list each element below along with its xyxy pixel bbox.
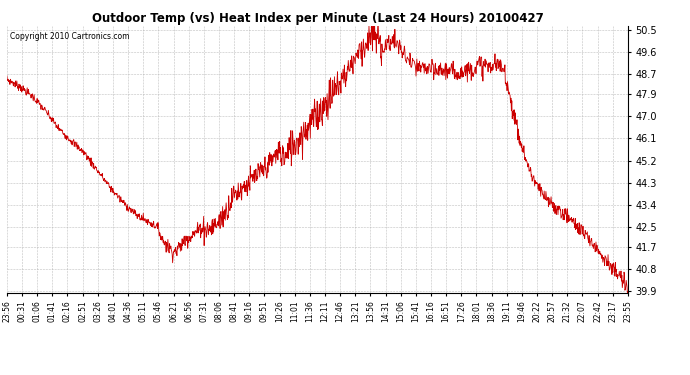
Text: Copyright 2010 Cartronics.com: Copyright 2010 Cartronics.com <box>10 32 130 40</box>
Title: Outdoor Temp (vs) Heat Index per Minute (Last 24 Hours) 20100427: Outdoor Temp (vs) Heat Index per Minute … <box>92 12 543 25</box>
